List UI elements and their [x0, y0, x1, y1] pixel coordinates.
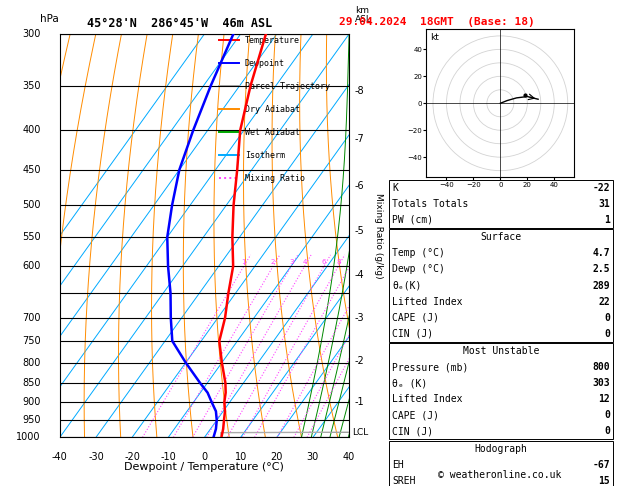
Text: 600: 600	[23, 261, 41, 271]
Text: Lifted Index: Lifted Index	[392, 394, 463, 404]
Text: Pressure (mb): Pressure (mb)	[392, 362, 469, 372]
Text: EH: EH	[392, 460, 404, 470]
Text: 289: 289	[593, 280, 610, 291]
Text: -5: -5	[355, 226, 365, 236]
Text: 850: 850	[23, 378, 41, 388]
Text: 30: 30	[307, 451, 319, 462]
Text: 900: 900	[23, 397, 41, 407]
Text: Totals Totals: Totals Totals	[392, 199, 469, 209]
Text: 400: 400	[23, 125, 41, 136]
Text: 750: 750	[22, 336, 41, 346]
Text: 350: 350	[23, 81, 41, 91]
Text: km
ASL: km ASL	[355, 6, 372, 24]
Text: -2: -2	[355, 356, 365, 365]
Text: Surface: Surface	[481, 232, 521, 243]
Text: -8: -8	[355, 87, 365, 96]
Text: kt: kt	[430, 33, 439, 42]
Text: 1000: 1000	[16, 433, 41, 442]
Text: 550: 550	[22, 232, 41, 242]
Text: Dewpoint / Temperature (°C): Dewpoint / Temperature (°C)	[125, 462, 284, 472]
Text: 700: 700	[23, 313, 41, 323]
Text: SREH: SREH	[392, 476, 416, 486]
Text: Dewp (°C): Dewp (°C)	[392, 264, 445, 275]
Text: 303: 303	[593, 378, 610, 388]
Text: 0: 0	[201, 451, 208, 462]
Text: Temperature: Temperature	[245, 35, 300, 45]
Text: hPa: hPa	[40, 14, 58, 24]
Text: 20: 20	[270, 451, 283, 462]
Text: Wet Adiabat: Wet Adiabat	[245, 127, 300, 137]
Text: -30: -30	[88, 451, 104, 462]
Text: -7: -7	[355, 134, 365, 144]
Text: 800: 800	[23, 358, 41, 367]
Text: -6: -6	[355, 181, 365, 191]
Text: CIN (J): CIN (J)	[392, 426, 433, 436]
Text: 31: 31	[598, 199, 610, 209]
Text: -3: -3	[355, 313, 365, 323]
Text: -10: -10	[160, 451, 176, 462]
Text: 10: 10	[235, 451, 247, 462]
Text: 450: 450	[23, 165, 41, 175]
Text: CIN (J): CIN (J)	[392, 329, 433, 339]
Text: Temp (°C): Temp (°C)	[392, 248, 445, 259]
Text: 4: 4	[303, 260, 307, 265]
Text: -67: -67	[593, 460, 610, 470]
Text: Isotherm: Isotherm	[245, 151, 285, 159]
Text: 2: 2	[271, 260, 276, 265]
Text: © weatheronline.co.uk: © weatheronline.co.uk	[438, 470, 562, 480]
Text: 2.5: 2.5	[593, 264, 610, 275]
Text: 8: 8	[336, 260, 340, 265]
Text: 0: 0	[604, 410, 610, 420]
Text: 40: 40	[343, 451, 355, 462]
Text: -22: -22	[593, 183, 610, 193]
Text: 3: 3	[289, 260, 294, 265]
Text: 45°28'N  286°45'W  46m ASL: 45°28'N 286°45'W 46m ASL	[87, 17, 272, 30]
Text: -40: -40	[52, 451, 68, 462]
Text: θₑ(K): θₑ(K)	[392, 280, 422, 291]
Text: CAPE (J): CAPE (J)	[392, 312, 440, 323]
Text: Dry Adiabat: Dry Adiabat	[245, 104, 300, 114]
Text: 800: 800	[593, 362, 610, 372]
Text: θₑ (K): θₑ (K)	[392, 378, 428, 388]
Text: CAPE (J): CAPE (J)	[392, 410, 440, 420]
Text: Hodograph: Hodograph	[474, 444, 528, 454]
Text: 0: 0	[604, 329, 610, 339]
Text: Most Unstable: Most Unstable	[463, 346, 539, 356]
Text: -20: -20	[124, 451, 140, 462]
Text: 6: 6	[322, 260, 326, 265]
Text: 500: 500	[23, 200, 41, 210]
Text: 300: 300	[23, 29, 41, 39]
Text: PW (cm): PW (cm)	[392, 215, 433, 225]
Text: Parcel Trajectory: Parcel Trajectory	[245, 82, 330, 90]
Text: 0: 0	[604, 312, 610, 323]
Text: 1: 1	[242, 260, 246, 265]
Text: 0: 0	[604, 426, 610, 436]
Text: LCL: LCL	[352, 428, 368, 437]
Text: -4: -4	[355, 270, 365, 280]
Text: 29.04.2024  18GMT  (Base: 18): 29.04.2024 18GMT (Base: 18)	[339, 17, 535, 27]
Text: 12: 12	[598, 394, 610, 404]
Text: 15: 15	[598, 476, 610, 486]
Text: K: K	[392, 183, 398, 193]
Text: Mixing Ratio (g/kg): Mixing Ratio (g/kg)	[374, 193, 382, 278]
Text: 4.7: 4.7	[593, 248, 610, 259]
Text: Lifted Index: Lifted Index	[392, 296, 463, 307]
Text: -1: -1	[355, 397, 365, 407]
Text: Mixing Ratio: Mixing Ratio	[245, 174, 305, 183]
Text: 1: 1	[604, 215, 610, 225]
Text: 22: 22	[598, 296, 610, 307]
Text: Dewpoint: Dewpoint	[245, 59, 285, 68]
Text: 950: 950	[23, 415, 41, 425]
